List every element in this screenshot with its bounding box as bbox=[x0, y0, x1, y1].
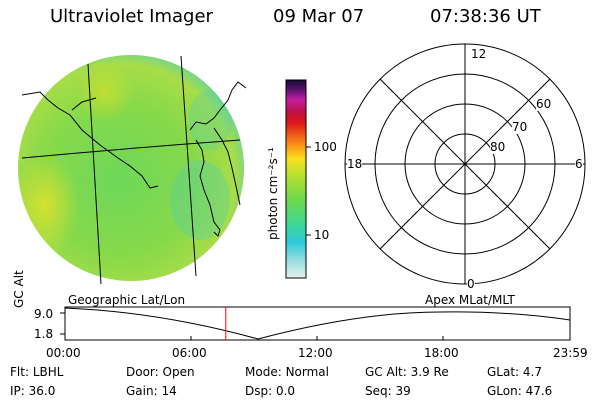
mlat-label-80: 80 bbox=[490, 140, 506, 154]
colorbar-tick-100: 100 bbox=[314, 140, 337, 154]
status-mode: Mode: Normal bbox=[245, 365, 329, 379]
status-flt: Flt: LBHL bbox=[10, 365, 64, 379]
coastline-outline bbox=[21, 81, 247, 237]
apex-caption: Apex MLat/MLT bbox=[425, 293, 515, 307]
altitude-curve bbox=[64, 307, 571, 340]
mlt-label-6: 6 bbox=[575, 157, 583, 171]
ytick-1-8: 1.8 bbox=[34, 327, 54, 341]
mlt-label-12: 12 bbox=[471, 47, 487, 61]
status-glat: GLat: 4.7 bbox=[487, 365, 543, 379]
ytick-9: 9.0 bbox=[34, 307, 54, 321]
geographic-grid bbox=[21, 55, 241, 285]
status-gain: Gain: 14 bbox=[126, 384, 177, 398]
mlat-label-70: 70 bbox=[512, 120, 528, 134]
colorbar-tick-10: 10 bbox=[314, 228, 330, 242]
mlt-label-0: 0 bbox=[467, 277, 475, 291]
mlt-label-18: 18 bbox=[347, 157, 363, 171]
status-door: Door: Open bbox=[126, 365, 195, 379]
timeline-ylabel: GC Alt bbox=[12, 270, 26, 308]
xtick-0600: 06:00 bbox=[172, 346, 207, 360]
status-gc-alt: GC Alt: 3.9 Re bbox=[365, 365, 449, 379]
status-ip: IP: 36.0 bbox=[10, 384, 56, 398]
xtick-1800: 18:00 bbox=[424, 346, 459, 360]
status-dsp: Dsp: 0.0 bbox=[245, 384, 296, 398]
time-label: 07:38:36 UT bbox=[430, 6, 541, 27]
status-seq: Seq: 39 bbox=[365, 384, 411, 398]
geographic-caption: Geographic Lat/Lon bbox=[68, 293, 186, 307]
status-glon: GLon: 47.6 bbox=[487, 384, 553, 398]
xtick-1200: 12:00 bbox=[298, 346, 333, 360]
xtick-0000: 00:00 bbox=[46, 346, 81, 360]
mlat-label-60: 60 bbox=[536, 97, 552, 111]
date-label: 09 Mar 07 bbox=[273, 6, 365, 27]
xtick-2359: 23:59 bbox=[553, 346, 588, 360]
instrument-title: Ultraviolet Imager bbox=[50, 6, 213, 27]
